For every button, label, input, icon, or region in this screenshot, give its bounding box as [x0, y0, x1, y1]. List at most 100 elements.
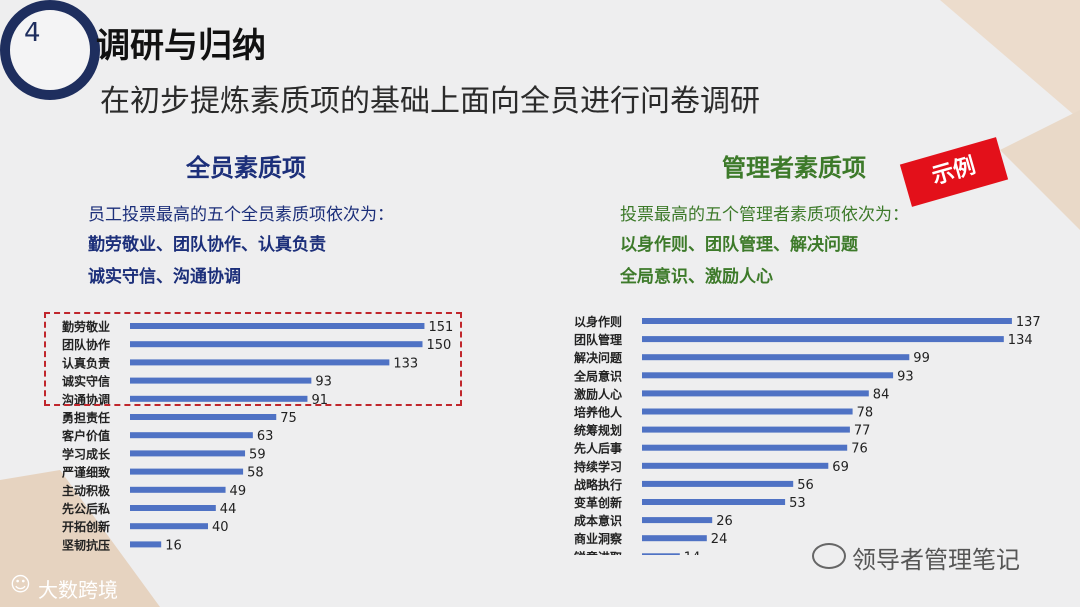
value-label: 137 — [1016, 315, 1041, 330]
value-label: 26 — [716, 514, 733, 529]
category-label: 培养他人 — [574, 405, 623, 420]
value-label: 84 — [873, 387, 890, 402]
right-bar-chart: 以身作则 137 团队管理 134 解决问题 99 全局意识 93 激励人心 84 培养他人 78 统筹… — [573, 314, 1041, 555]
bar — [642, 426, 850, 433]
category-label: 勤劳敬业 — [62, 319, 110, 334]
right-top-line1: 以身作则、团队管理、解决问题 — [620, 235, 858, 255]
category-label: 统筹规划 — [574, 423, 622, 438]
watermark: 领导者管理笔记 — [852, 546, 1020, 574]
bar — [642, 444, 848, 451]
value-label: 78 — [857, 406, 874, 421]
bar — [130, 541, 162, 548]
category-label: 认真负责 — [62, 355, 110, 370]
value-label: 49 — [230, 484, 247, 499]
bar — [642, 480, 794, 487]
top-five-highlight-box — [44, 312, 462, 406]
page-title: 调研与归纳 — [96, 26, 266, 66]
left-top-line2: 诚实守信、沟通协调 — [88, 267, 241, 287]
category-label: 严谨细致 — [61, 465, 111, 480]
value-label: 44 — [220, 502, 237, 517]
value-label: 133 — [393, 356, 418, 371]
value-label: 150 — [427, 338, 452, 353]
value-label: 59 — [249, 447, 266, 462]
category-label: 主动积极 — [62, 483, 111, 498]
value-label: 58 — [247, 466, 264, 481]
category-label: 变革创新 — [574, 495, 622, 510]
category-label: 坚韧抗压 — [62, 537, 110, 552]
brand-name: 大数跨境 — [38, 578, 118, 602]
category-label: 锐意进取 — [574, 549, 622, 555]
right-top-line2: 全局意识、激励人心 — [620, 267, 773, 287]
category-label: 激励人心 — [574, 386, 622, 401]
category-label: 成本意识 — [574, 513, 622, 528]
category-label: 客户价值 — [61, 428, 110, 443]
value-label: 151 — [428, 320, 453, 335]
value-label: 93 — [315, 375, 332, 390]
slide-number-badge: 4 — [0, 0, 100, 100]
bar — [130, 450, 246, 457]
category-label: 先人后事 — [574, 441, 622, 456]
bar — [642, 354, 910, 361]
left-top-line1: 勤劳敬业、团队协作、认真负责 — [88, 235, 326, 255]
value-label: 14 — [684, 550, 701, 555]
bar — [130, 323, 425, 329]
value-label: 134 — [1008, 333, 1033, 348]
value-label: 24 — [711, 532, 728, 547]
bar — [642, 372, 894, 379]
right-heading: 管理者素质项 — [722, 154, 866, 182]
value-label: 63 — [257, 429, 274, 444]
bar — [642, 499, 786, 505]
category-label: 解决问题 — [574, 350, 623, 365]
value-label: 99 — [913, 351, 930, 366]
bar — [642, 462, 829, 469]
category-label: 团队管理 — [574, 332, 622, 347]
category-label: 勇担责任 — [62, 410, 110, 425]
value-label: 56 — [797, 478, 814, 493]
bar — [642, 390, 869, 397]
category-label: 商业洞察 — [574, 531, 623, 546]
category-label: 团队协作 — [62, 337, 110, 352]
value-label: 75 — [280, 411, 297, 426]
bar — [642, 318, 1012, 324]
value-label: 69 — [832, 460, 849, 475]
bar — [642, 517, 713, 524]
category-label: 全局意识 — [573, 368, 622, 383]
right-intro: 投票最高的五个管理者素质项依次为： — [620, 205, 909, 225]
bar — [130, 486, 226, 493]
category-label: 开拓创新 — [62, 519, 110, 534]
page-subtitle: 在初步提炼素质项的基础上面向全员进行问卷调研 — [100, 84, 760, 119]
value-label: 93 — [897, 369, 914, 384]
bar — [130, 432, 253, 439]
category-label: 诚实守信 — [62, 374, 110, 389]
bar — [130, 505, 216, 511]
bar — [130, 377, 312, 384]
value-label: 77 — [854, 424, 871, 439]
bar — [642, 553, 680, 555]
category-label: 沟通协调 — [62, 392, 110, 407]
wechat-icon — [812, 543, 846, 569]
brand-logo-icon: ☺ — [10, 572, 31, 596]
bar — [130, 359, 390, 366]
category-label: 先公后私 — [62, 501, 110, 516]
category-label: 以身作则 — [574, 314, 622, 329]
bar — [130, 395, 308, 402]
category-label: 持续学习 — [574, 459, 622, 474]
value-label: 76 — [851, 442, 868, 457]
bar — [130, 523, 208, 530]
left-heading: 全员素质项 — [186, 154, 306, 182]
value-label: 53 — [789, 496, 806, 511]
bar — [130, 341, 423, 348]
bar — [130, 468, 244, 475]
bar — [642, 336, 1004, 343]
bar — [642, 408, 853, 415]
category-label: 战略执行 — [574, 477, 622, 492]
bar — [130, 414, 277, 420]
left-intro: 员工投票最高的五个全员素质项依次为： — [88, 205, 394, 225]
category-label: 学习成长 — [62, 446, 111, 461]
bar — [642, 535, 707, 542]
value-label: 16 — [165, 538, 182, 553]
slide-number: 4 — [24, 18, 41, 48]
value-label: 40 — [212, 520, 229, 535]
